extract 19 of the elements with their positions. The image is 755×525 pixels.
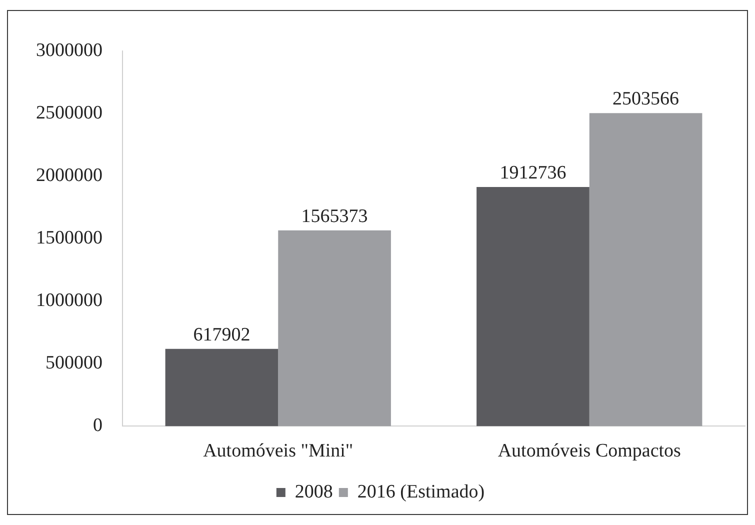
x-tick-label: Automóveis "Mini" bbox=[203, 440, 354, 462]
bar bbox=[476, 186, 590, 426]
legend-label: 2016 (Estimado) bbox=[357, 481, 485, 502]
data-label: 2503566 bbox=[612, 88, 680, 110]
y-tick-label: 3000000 bbox=[36, 40, 102, 61]
y-tick-label: 0 bbox=[93, 415, 102, 436]
y-tick-label: 1000000 bbox=[36, 290, 102, 312]
legend-label: 2008 bbox=[294, 481, 333, 502]
x-tick-label: Automóveis Compactos bbox=[498, 440, 681, 462]
data-label: 617902 bbox=[193, 324, 250, 346]
y-tick-label: 500000 bbox=[46, 352, 102, 374]
bar bbox=[165, 348, 278, 426]
y-tick-label: 2500000 bbox=[36, 102, 102, 124]
bar bbox=[589, 113, 702, 426]
bar bbox=[278, 230, 391, 426]
data-label: 1912736 bbox=[500, 162, 566, 184]
data-label: 1565373 bbox=[301, 206, 368, 227]
y-tick-label: 1500000 bbox=[36, 228, 102, 249]
y-tick-label: 2000000 bbox=[36, 165, 102, 186]
